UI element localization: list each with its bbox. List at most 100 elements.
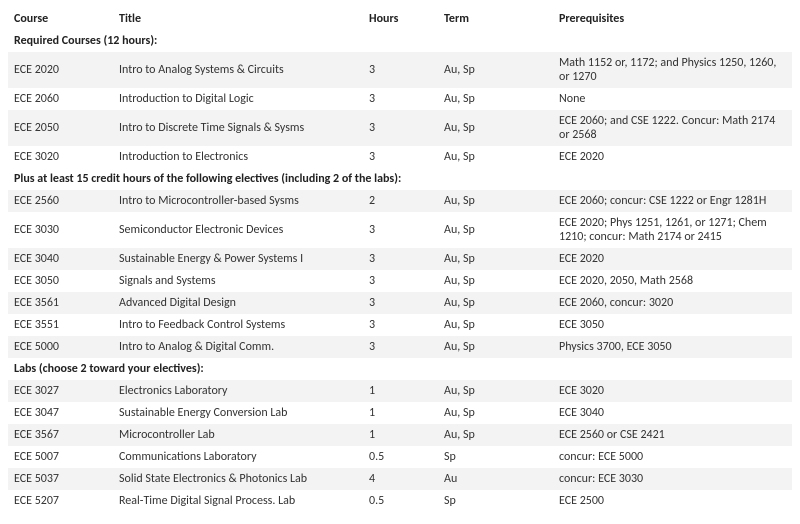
cell-prereq: None	[553, 88, 792, 110]
cell-hours: 0.5	[363, 490, 438, 512]
cell-title: Introduction to Digital Logic	[113, 88, 363, 110]
cell-term: Au	[438, 468, 553, 490]
table-row: ECE 5037Solid State Electronics & Photon…	[8, 468, 792, 490]
cell-course: ECE 3050	[8, 270, 113, 292]
table-row: ECE 2560Intro to Microcontroller-based S…	[8, 190, 792, 212]
table-row: ECE 3050Signals and Systems3Au, SpECE 20…	[8, 270, 792, 292]
cell-title: Microcontroller Lab	[113, 424, 363, 446]
col-prereq: Prerequisites	[553, 8, 792, 30]
cell-title: Intro to Discrete Time Signals & Sysms	[113, 110, 363, 146]
cell-course: ECE 5007	[8, 446, 113, 468]
col-title: Title	[113, 8, 363, 30]
table-row: ECE 5000Intro to Analog & Digital Comm.3…	[8, 336, 792, 358]
section-row: Plus at least 15 credit hours of the fol…	[8, 168, 792, 190]
cell-hours: 2	[363, 190, 438, 212]
cell-course: ECE 3047	[8, 402, 113, 424]
table-row: ECE 5007Communications Laboratory0.5Spco…	[8, 446, 792, 468]
cell-course: ECE 3567	[8, 424, 113, 446]
cell-title: Signals and Systems	[113, 270, 363, 292]
cell-prereq: ECE 2060; concur: CSE 1222 or Engr 1281H	[553, 190, 792, 212]
cell-course: ECE 5207	[8, 490, 113, 512]
cell-course: ECE 2560	[8, 190, 113, 212]
cell-hours: 1	[363, 424, 438, 446]
cell-title: Semiconductor Electronic Devices	[113, 212, 363, 248]
cell-prereq: ECE 2060; and CSE 1222. Concur: Math 217…	[553, 110, 792, 146]
cell-course: ECE 3551	[8, 314, 113, 336]
table-row: ECE 2050Intro to Discrete Time Signals &…	[8, 110, 792, 146]
table-row: ECE 5207Real-Time Digital Signal Process…	[8, 490, 792, 512]
cell-hours: 3	[363, 336, 438, 358]
section-row: Labs (choose 2 toward your electives):	[8, 358, 792, 380]
cell-hours: 3	[363, 270, 438, 292]
cell-prereq: ECE 2020; Phys 1251, 1261, or 1271; Chem…	[553, 212, 792, 248]
cell-term: Au, Sp	[438, 380, 553, 402]
cell-term: Au, Sp	[438, 88, 553, 110]
cell-term: Au, Sp	[438, 52, 553, 88]
cell-term: Sp	[438, 490, 553, 512]
table-row: ECE 3561Advanced Digital Design3Au, SpEC…	[8, 292, 792, 314]
cell-course: ECE 3027	[8, 380, 113, 402]
col-hours: Hours	[363, 8, 438, 30]
cell-term: Au, Sp	[438, 292, 553, 314]
cell-title: Communications Laboratory	[113, 446, 363, 468]
cell-term: Au, Sp	[438, 336, 553, 358]
cell-prereq: Math 1152 or, 1172; and Physics 1250, 12…	[553, 52, 792, 88]
cell-term: Au, Sp	[438, 424, 553, 446]
cell-prereq: concur: ECE 5000	[553, 446, 792, 468]
cell-term: Au, Sp	[438, 314, 553, 336]
table-row: ECE 3551Intro to Feedback Control System…	[8, 314, 792, 336]
cell-course: ECE 2050	[8, 110, 113, 146]
cell-term: Au, Sp	[438, 110, 553, 146]
cell-prereq: concur: ECE 3030	[553, 468, 792, 490]
cell-prereq: ECE 2020	[553, 248, 792, 270]
cell-hours: 3	[363, 248, 438, 270]
cell-hours: 0.5	[363, 446, 438, 468]
table-row: ECE 2060Introduction to Digital Logic3Au…	[8, 88, 792, 110]
cell-hours: 4	[363, 468, 438, 490]
cell-hours: 3	[363, 88, 438, 110]
cell-course: ECE 3561	[8, 292, 113, 314]
table-row: ECE 3040Sustainable Energy & Power Syste…	[8, 248, 792, 270]
cell-prereq: ECE 2560 or CSE 2421	[553, 424, 792, 446]
section-label: Labs (choose 2 toward your electives):	[8, 358, 792, 380]
table-row: ECE 3047Sustainable Energy Conversion La…	[8, 402, 792, 424]
cell-prereq: ECE 3020	[553, 380, 792, 402]
cell-title: Intro to Feedback Control Systems	[113, 314, 363, 336]
cell-title: Solid State Electronics & Photonics Lab	[113, 468, 363, 490]
cell-term: Au, Sp	[438, 248, 553, 270]
section-label: Required Courses (12 hours):	[8, 30, 792, 52]
cell-title: Real-Time Digital Signal Process. Lab	[113, 490, 363, 512]
cell-course: ECE 3040	[8, 248, 113, 270]
cell-prereq: ECE 2500	[553, 490, 792, 512]
table-row: ECE 3020Introduction to Electronics3Au, …	[8, 146, 792, 168]
table-header-row: Course Title Hours Term Prerequisites	[8, 8, 792, 30]
col-term: Term	[438, 8, 553, 30]
cell-term: Au, Sp	[438, 212, 553, 248]
section-row: Required Courses (12 hours):	[8, 30, 792, 52]
cell-title: Advanced Digital Design	[113, 292, 363, 314]
cell-course: ECE 2060	[8, 88, 113, 110]
table-row: ECE 3027Electronics Laboratory1Au, SpECE…	[8, 380, 792, 402]
cell-title: Intro to Microcontroller-based Sysms	[113, 190, 363, 212]
cell-hours: 1	[363, 380, 438, 402]
cell-title: Intro to Analog Systems & Circuits	[113, 52, 363, 88]
table-row: ECE 3567Microcontroller Lab1Au, SpECE 25…	[8, 424, 792, 446]
cell-term: Au, Sp	[438, 146, 553, 168]
cell-hours: 1	[363, 402, 438, 424]
cell-title: Sustainable Energy & Power Systems I	[113, 248, 363, 270]
cell-hours: 3	[363, 212, 438, 248]
cell-course: ECE 5000	[8, 336, 113, 358]
cell-course: ECE 3020	[8, 146, 113, 168]
col-course: Course	[8, 8, 113, 30]
section-label: Plus at least 15 credit hours of the fol…	[8, 168, 792, 190]
cell-prereq: ECE 3040	[553, 402, 792, 424]
cell-prereq: ECE 2060, concur: 3020	[553, 292, 792, 314]
cell-prereq: Physics 3700, ECE 3050	[553, 336, 792, 358]
table-row: ECE 3030Semiconductor Electronic Devices…	[8, 212, 792, 248]
cell-hours: 3	[363, 292, 438, 314]
cell-hours: 3	[363, 110, 438, 146]
cell-prereq: ECE 2020, 2050, Math 2568	[553, 270, 792, 292]
cell-hours: 3	[363, 146, 438, 168]
cell-term: Au, Sp	[438, 402, 553, 424]
cell-title: Intro to Analog & Digital Comm.	[113, 336, 363, 358]
